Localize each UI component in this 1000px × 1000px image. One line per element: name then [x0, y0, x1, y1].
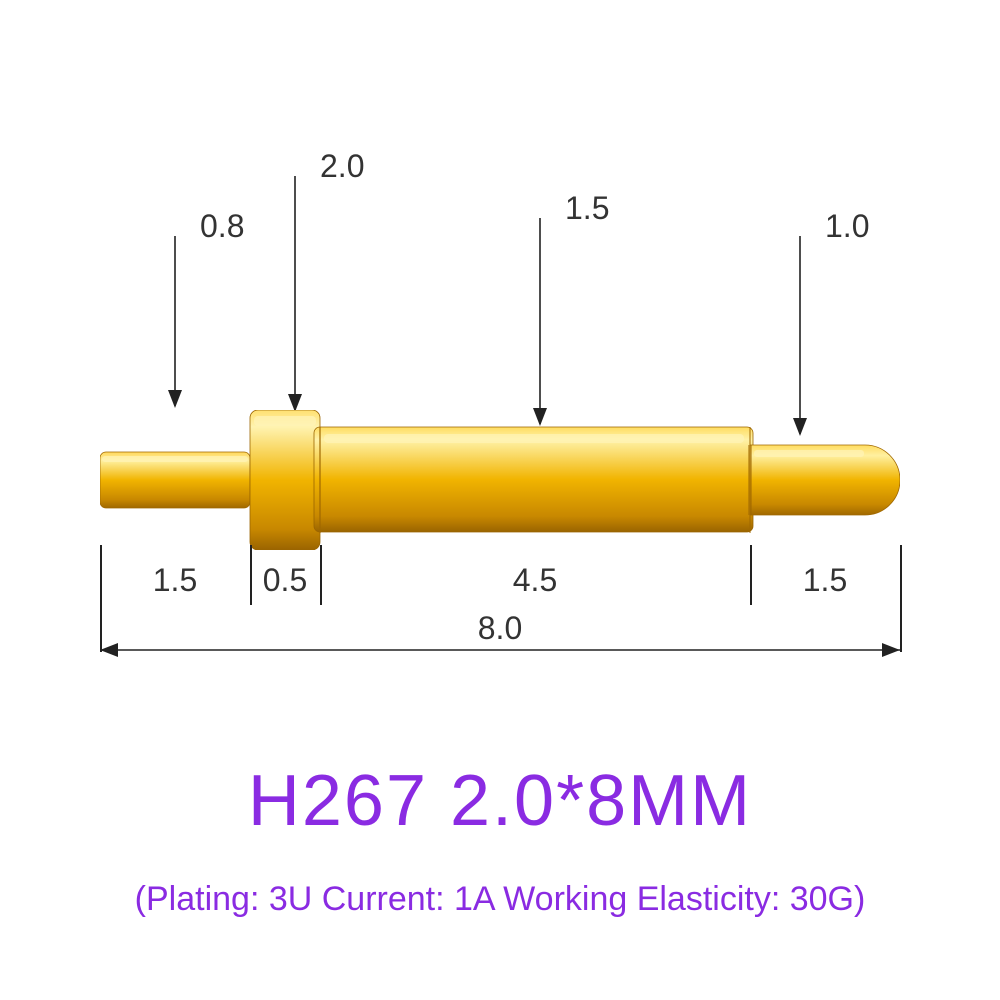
diameter-arrow-icon	[285, 176, 305, 412]
diameter-label: 0.8	[200, 208, 244, 245]
length-label: 0.5	[263, 562, 307, 599]
diameter-label: 1.0	[825, 208, 869, 245]
diameter-label: 2.0	[320, 148, 364, 185]
diameter-arrow-icon	[530, 218, 550, 426]
diameter-arrow-icon	[165, 236, 185, 408]
dimension-tick	[750, 545, 752, 605]
dimension-tick	[900, 545, 902, 605]
total-length-label: 8.0	[470, 610, 530, 647]
length-label: 1.5	[153, 562, 197, 599]
length-label: 4.5	[513, 562, 557, 599]
dimension-tick	[320, 545, 322, 605]
length-label: 1.5	[803, 562, 847, 599]
diagram-container: 0.8 2.0 1.5 1.0	[0, 0, 1000, 1000]
product-title: H267 2.0*8MM	[0, 760, 1000, 842]
pogo-pin	[100, 410, 900, 550]
dimension-tick	[250, 545, 252, 605]
diameter-arrow-icon	[790, 236, 810, 436]
diameter-label: 1.5	[565, 190, 609, 227]
dimension-tick	[100, 545, 102, 605]
product-specs: (Plating: 3U Current: 1A Working Elastic…	[0, 880, 1000, 919]
